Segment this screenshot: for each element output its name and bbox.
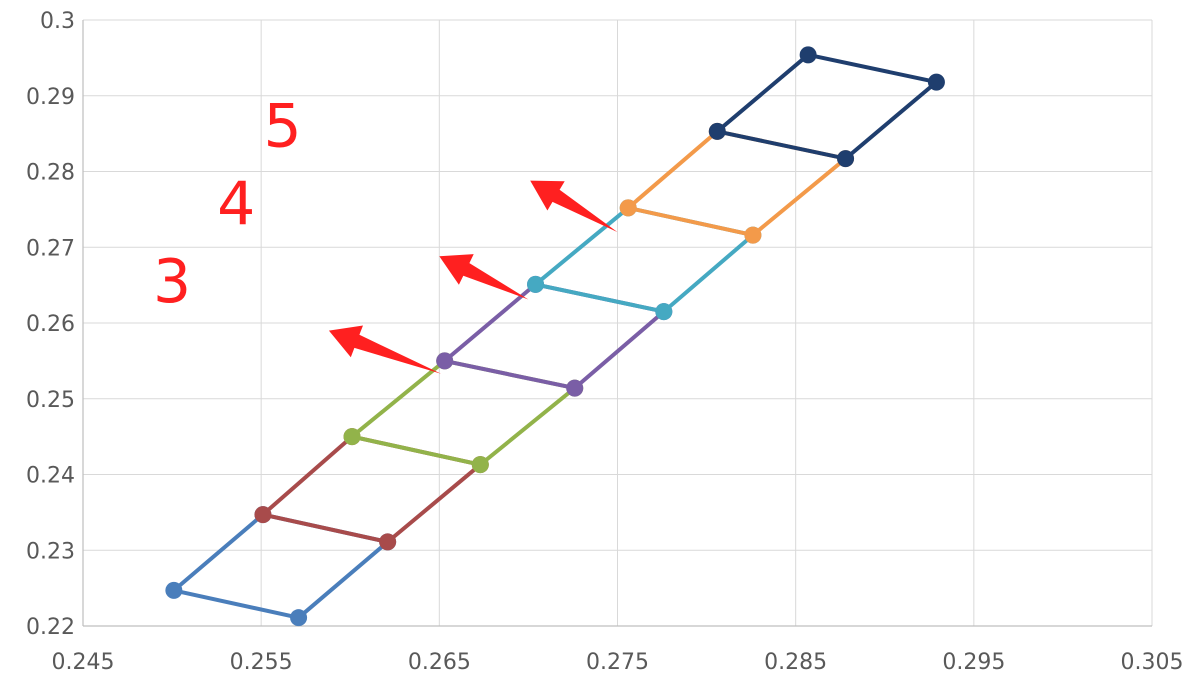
series-line (261, 434, 483, 544)
series-line (534, 205, 755, 314)
y-tick-label: 0.22 (26, 615, 75, 640)
data-point (343, 428, 361, 446)
data-point (619, 199, 637, 217)
series-7 (708, 46, 945, 168)
annotation-arrow-5 (530, 180, 618, 233)
x-tick-label: 0.305 (1121, 650, 1184, 675)
series-3 (343, 352, 584, 474)
annotation-label-4: 4 (217, 170, 255, 240)
y-tick-label: 0.3 (40, 9, 75, 34)
data-point (655, 303, 673, 321)
series-line (172, 512, 390, 620)
x-tick-label: 0.255 (230, 650, 293, 675)
series-line (443, 282, 666, 391)
x-tick-label: 0.265 (408, 650, 471, 675)
series-line (716, 52, 939, 161)
series-2 (254, 428, 489, 551)
x-tick-label: 0.275 (586, 650, 649, 675)
y-tick-label: 0.29 (26, 85, 75, 110)
data-point (471, 456, 489, 474)
data-point (436, 352, 454, 370)
annotation-label-5: 5 (263, 92, 301, 162)
data-point (254, 506, 272, 524)
series-1 (165, 506, 397, 627)
x-tick-label: 0.295 (942, 650, 1005, 675)
y-tick-label: 0.27 (26, 236, 75, 261)
data-point (379, 533, 397, 551)
series-5 (527, 199, 762, 321)
y-tick-label: 0.26 (26, 312, 75, 337)
data-point (165, 581, 183, 599)
y-tick-label: 0.25 (26, 388, 75, 413)
data-point (799, 46, 817, 64)
data-point (708, 122, 726, 140)
annotation-arrow-3 (328, 325, 442, 374)
y-tick-label: 0.28 (26, 161, 75, 186)
x-tick-label: 0.285 (764, 650, 827, 675)
series-line (350, 358, 577, 467)
data-point (527, 275, 545, 293)
annotation-label-3: 3 (153, 247, 191, 317)
data-point (744, 226, 762, 244)
annotation-arrow-4 (439, 254, 529, 300)
series-6 (619, 122, 855, 244)
data-point (927, 73, 945, 91)
data-point (566, 379, 584, 397)
series-4 (436, 275, 673, 397)
y-tick-label: 0.23 (26, 539, 75, 564)
x-tick-label: 0.245 (52, 650, 115, 675)
y-tick-label: 0.24 (26, 464, 75, 489)
series-line (626, 129, 848, 238)
data-point (837, 150, 855, 168)
data-point (290, 609, 308, 627)
